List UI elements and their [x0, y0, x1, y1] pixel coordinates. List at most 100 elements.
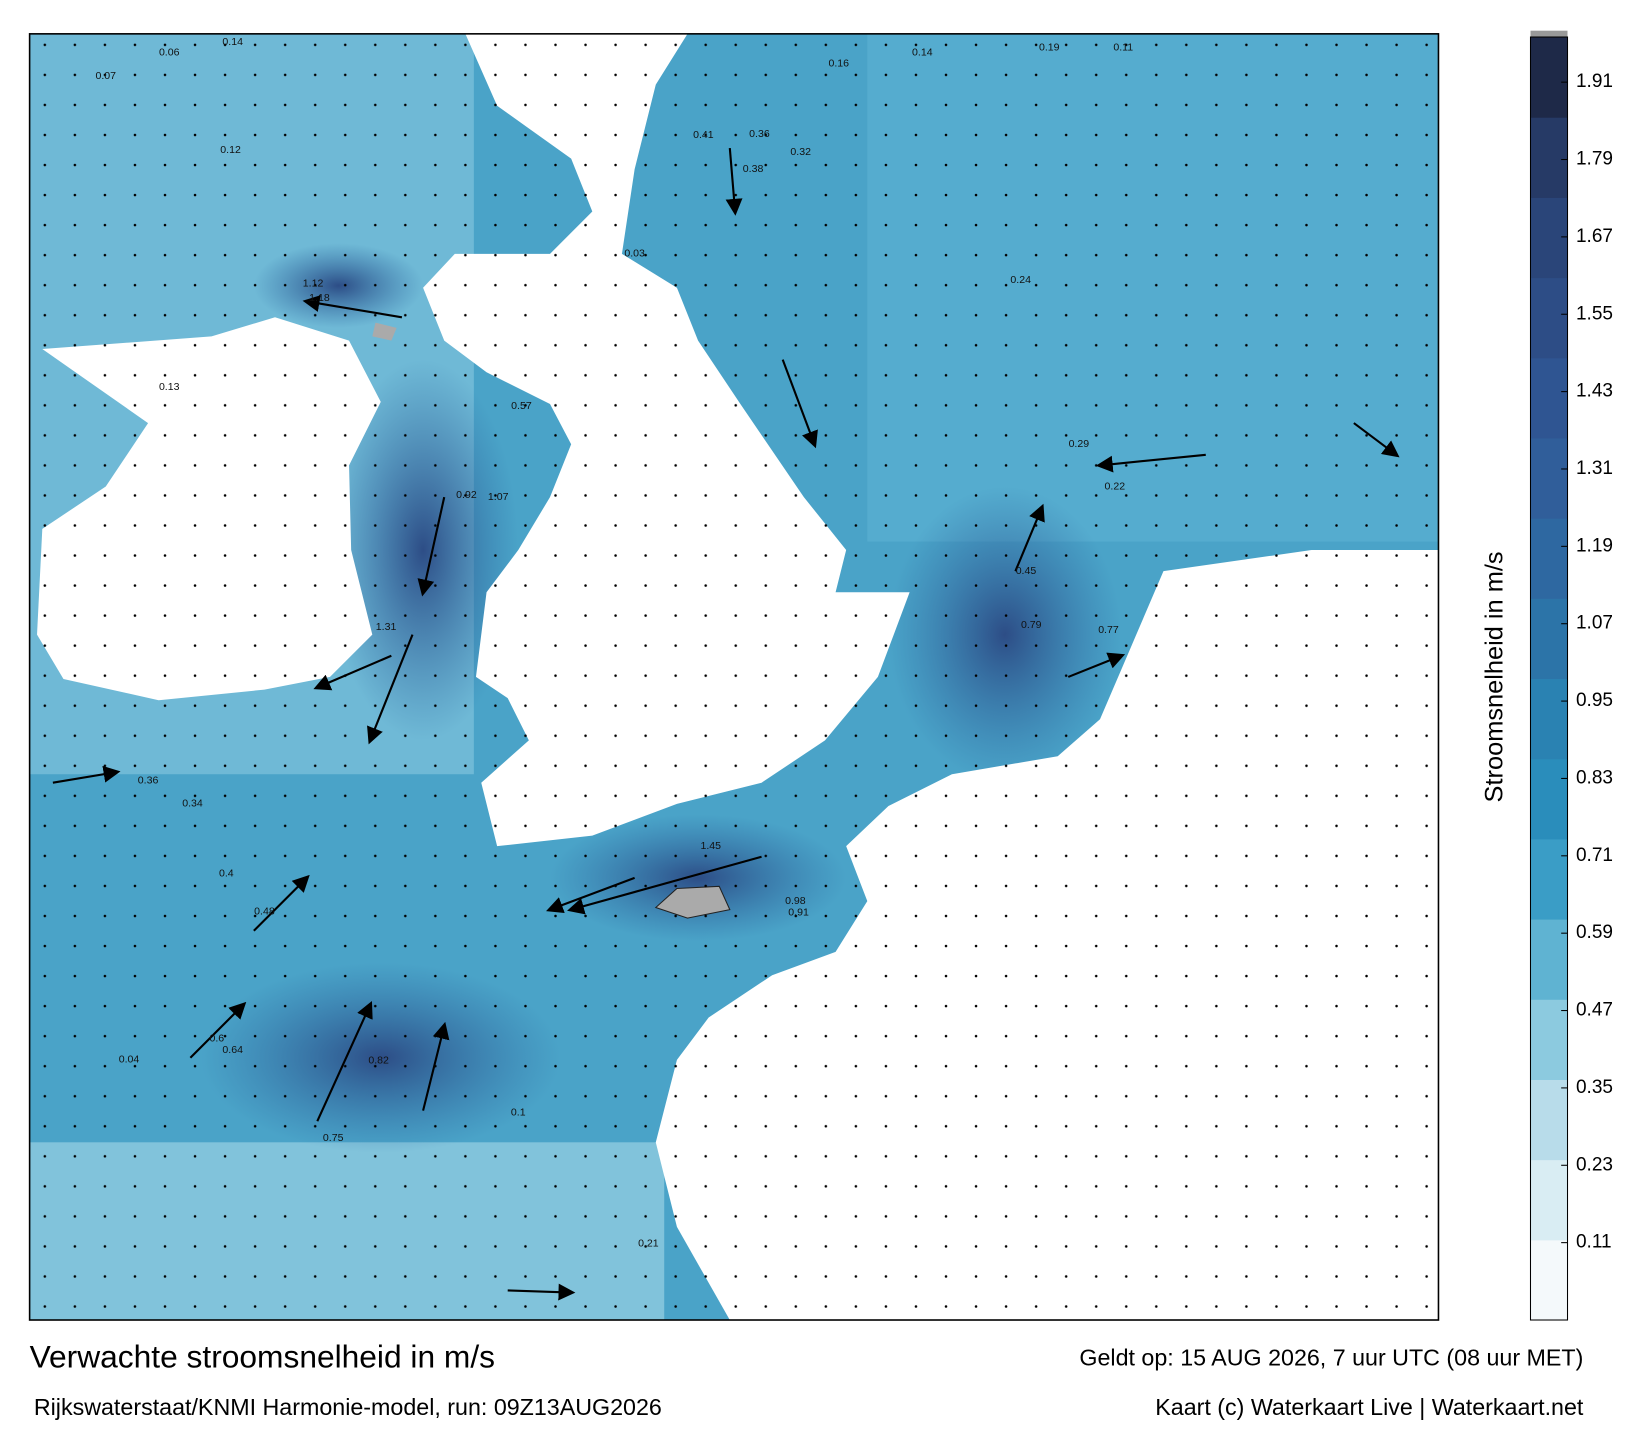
arrow [253, 874, 310, 932]
speed-label: 0.06 [159, 47, 180, 59]
colorbar-tick-label: 1.43 [1576, 381, 1613, 402]
colorbar-band [1530, 197, 1568, 279]
arrow [422, 1021, 450, 1111]
arrow [546, 876, 635, 914]
speed-label: 0.57 [511, 400, 532, 412]
speed-label: 0.36 [749, 128, 770, 140]
colorbar-band [1530, 1079, 1568, 1161]
speed-label: 0.41 [693, 129, 714, 141]
colorbar-tick-label: 1.79 [1576, 149, 1613, 170]
speed-label: 0.79 [1021, 619, 1042, 631]
arrow [302, 295, 403, 319]
colorbar-tick-label: 0.11 [1576, 1232, 1612, 1253]
colorbar-label: Stroomsnelheid in m/s [1480, 551, 1508, 802]
arrow [316, 1000, 373, 1122]
speed-label: 0.82 [368, 1055, 389, 1067]
colorbar-tick-label: 0.71 [1576, 845, 1613, 866]
colorbar-tick-label: 0.23 [1576, 1154, 1613, 1175]
speed-label: 0.29 [1069, 438, 1090, 450]
colorbar-tick-label: 0.95 [1576, 690, 1613, 711]
speed-label: 0.24 [1010, 274, 1031, 286]
speed-label: 0.13 [159, 381, 180, 393]
arrow [189, 1001, 247, 1059]
speed-label: 1.31 [376, 621, 397, 633]
speed-label: 1.18 [309, 292, 330, 304]
speed-label: 0.34 [182, 798, 203, 810]
colorbar-tick-label: 0.47 [1576, 1000, 1613, 1021]
speed-label: 0.14 [912, 47, 933, 59]
speed-label: 0.16 [828, 57, 849, 69]
speed-label: 0.91 [788, 907, 809, 919]
speed-labels: 0.14 0.06 0.07 0.12 0.41 0.36 0.38 0.32 0.16 0.14… [95, 36, 1133, 1250]
speed-label: 0.64 [222, 1044, 243, 1056]
colorbar-tick-label: 1.19 [1576, 535, 1613, 556]
speed-label: 0.32 [790, 146, 811, 158]
speed-label: 0.77 [1098, 624, 1119, 636]
speed-label: 0.11 [1113, 41, 1133, 53]
speed-label: 1.45 [700, 840, 721, 852]
colorbar-band [1530, 518, 1568, 599]
arrow [1095, 453, 1206, 473]
valid-time: Geldt op: 15 AUG 2026, 7 uur UTC (08 uur… [1079, 1344, 1583, 1370]
arrow [313, 654, 392, 691]
speed-label: 1.07 [488, 491, 509, 503]
speed-label: 0.22 [1105, 480, 1126, 492]
colorbar-band [1530, 357, 1568, 439]
colorbar-band [1530, 838, 1568, 920]
speed-label: 0.03 [624, 248, 645, 260]
colorbar-band [1530, 1239, 1568, 1321]
colorbar-band [1530, 919, 1568, 1000]
speed-label: 0.4 [219, 867, 234, 879]
speed-label: 0.75 [323, 1132, 344, 1144]
speed-label: 0.19 [1039, 41, 1060, 53]
arrow [1014, 503, 1045, 572]
colorbar-tick-label: 1.67 [1576, 226, 1613, 247]
arrow [367, 634, 414, 745]
speed-label: 0.12 [220, 144, 241, 156]
arrow [1067, 652, 1126, 678]
map-root: 0.14 0.06 0.07 0.12 0.41 0.36 0.38 0.32 0.16 0.14… [28, 30, 1613, 1420]
speed-label: 0.98 [785, 895, 806, 907]
colorbar-cap [1530, 30, 1568, 38]
speed-label: 0.04 [119, 1054, 140, 1066]
colorbar-tick-label: 0.59 [1576, 922, 1613, 943]
colorbar-band [1530, 437, 1568, 519]
colorbar-band [1530, 678, 1568, 760]
colorbar: 0.11 0.23 0.35 0.47 0.59 0.71 0.83 0.95 1.07 1.19… [1529, 30, 1613, 1321]
current-arrows [52, 147, 1400, 1301]
speed-label: 0.92 [456, 489, 477, 501]
speed-label: 0.38 [743, 163, 764, 175]
colorbar-tick-label: 1.07 [1576, 613, 1613, 634]
speed-label: 0.1 [511, 1106, 526, 1118]
colorbar-tick-label: 0.83 [1576, 767, 1613, 788]
colorbar-tick-label: 1.55 [1576, 303, 1613, 324]
speed-label: 1.12 [303, 277, 324, 289]
colorbar-band [1530, 999, 1568, 1080]
arrow [417, 496, 446, 597]
arrow [507, 1283, 576, 1301]
speed-label: 0.48 [254, 906, 275, 918]
speed-label: 0.45 [1016, 565, 1037, 577]
arrow [52, 765, 121, 784]
credit: Kaart (c) Waterkaart Live | Waterkaart.n… [1155, 1394, 1584, 1420]
map-frame [28, 33, 1440, 1321]
colorbar-tick-label: 1.91 [1576, 71, 1613, 92]
speed-label: 0.21 [638, 1238, 659, 1250]
colorbar-band [1530, 1159, 1568, 1241]
colorbar-frame [1529, 36, 1569, 1321]
arrow [567, 855, 762, 915]
colorbar-tick-label: 0.35 [1576, 1077, 1613, 1098]
arrow [1353, 422, 1400, 458]
vector-grid [29, 33, 1439, 1321]
colorbar-band [1530, 277, 1568, 359]
map: 0.14 0.06 0.07 0.12 0.41 0.36 0.38 0.32 0.16 0.14… [29, 33, 1439, 1321]
colorbar-band [1530, 758, 1568, 840]
speed-label: 0.6 [209, 1032, 224, 1044]
speed-label: 0.07 [95, 70, 116, 82]
arrow [725, 147, 743, 216]
colorbar-band [1530, 37, 1568, 118]
speed-label: 0.14 [222, 36, 243, 48]
colorbar-tick-label: 1.31 [1576, 458, 1613, 479]
speed-label: 0.36 [138, 774, 159, 786]
